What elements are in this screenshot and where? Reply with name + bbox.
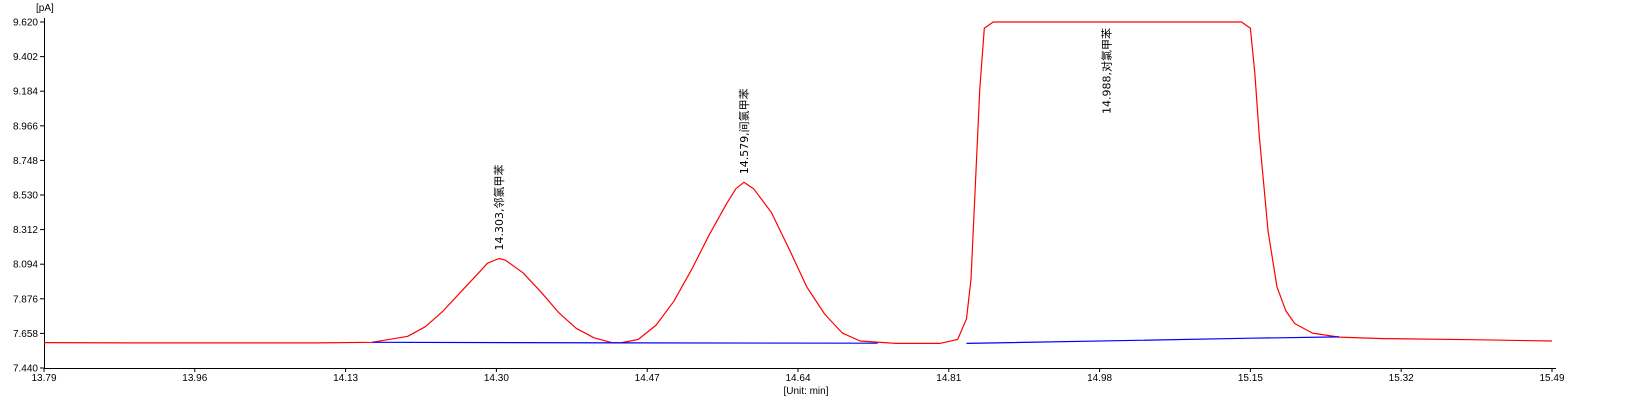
y-tick-label: 8.748 bbox=[13, 156, 38, 167]
x-axis-unit-label: [Unit: min] bbox=[783, 386, 828, 397]
y-tick-label: 7.440 bbox=[13, 364, 38, 375]
x-tick-label: 13.79 bbox=[31, 373, 56, 384]
y-tick-label: 8.530 bbox=[13, 191, 38, 202]
y-tick-label: 9.402 bbox=[13, 52, 38, 63]
peak-labels: 14.303,邻氯甲苯 14.579,间氯甲苯 14.988,对氯甲苯 bbox=[492, 28, 1114, 250]
x-tick-label: 14.30 bbox=[484, 373, 509, 384]
peak-label: 14.303,邻氯甲苯 bbox=[492, 164, 506, 250]
y-tick-label: 9.184 bbox=[13, 87, 38, 98]
x-tick-label: 14.81 bbox=[936, 373, 961, 384]
x-tick-label: 15.32 bbox=[1389, 373, 1414, 384]
baseline-line bbox=[966, 336, 1340, 344]
peak-label: 14.579,间氯甲苯 bbox=[737, 88, 751, 174]
y-tick-label: 8.094 bbox=[13, 260, 38, 271]
y-axis: 7.440 7.658 7.876 8.094 8.312 8.530 8.748 8.966… bbox=[13, 18, 44, 375]
x-tick-label: 14.98 bbox=[1087, 373, 1112, 384]
signal-trace-line bbox=[43, 21, 1553, 344]
y-tick-label: 7.876 bbox=[13, 294, 38, 305]
x-axis: 13.79 13.96 14.13 14.30 14.47 14.64 14.81 14.98… bbox=[31, 368, 1565, 384]
x-tick-label: 14.13 bbox=[333, 373, 358, 384]
x-tick-label: 14.64 bbox=[785, 373, 810, 384]
baseline-line bbox=[372, 341, 878, 344]
peak-label: 14.988,对氯甲苯 bbox=[1100, 28, 1114, 114]
y-tick-label: 9.620 bbox=[13, 18, 38, 29]
y-axis-unit-label: [pA] bbox=[36, 3, 54, 14]
y-tick-label: 8.312 bbox=[13, 225, 38, 236]
x-tick-label: 13.96 bbox=[182, 373, 207, 384]
y-tick-label: 8.966 bbox=[13, 121, 38, 132]
y-tick-label: 7.658 bbox=[13, 329, 38, 340]
x-tick-label: 15.49 bbox=[1539, 373, 1564, 384]
series-group bbox=[43, 21, 1553, 344]
x-tick-label: 14.47 bbox=[635, 373, 660, 384]
x-tick-label: 15.15 bbox=[1238, 373, 1263, 384]
